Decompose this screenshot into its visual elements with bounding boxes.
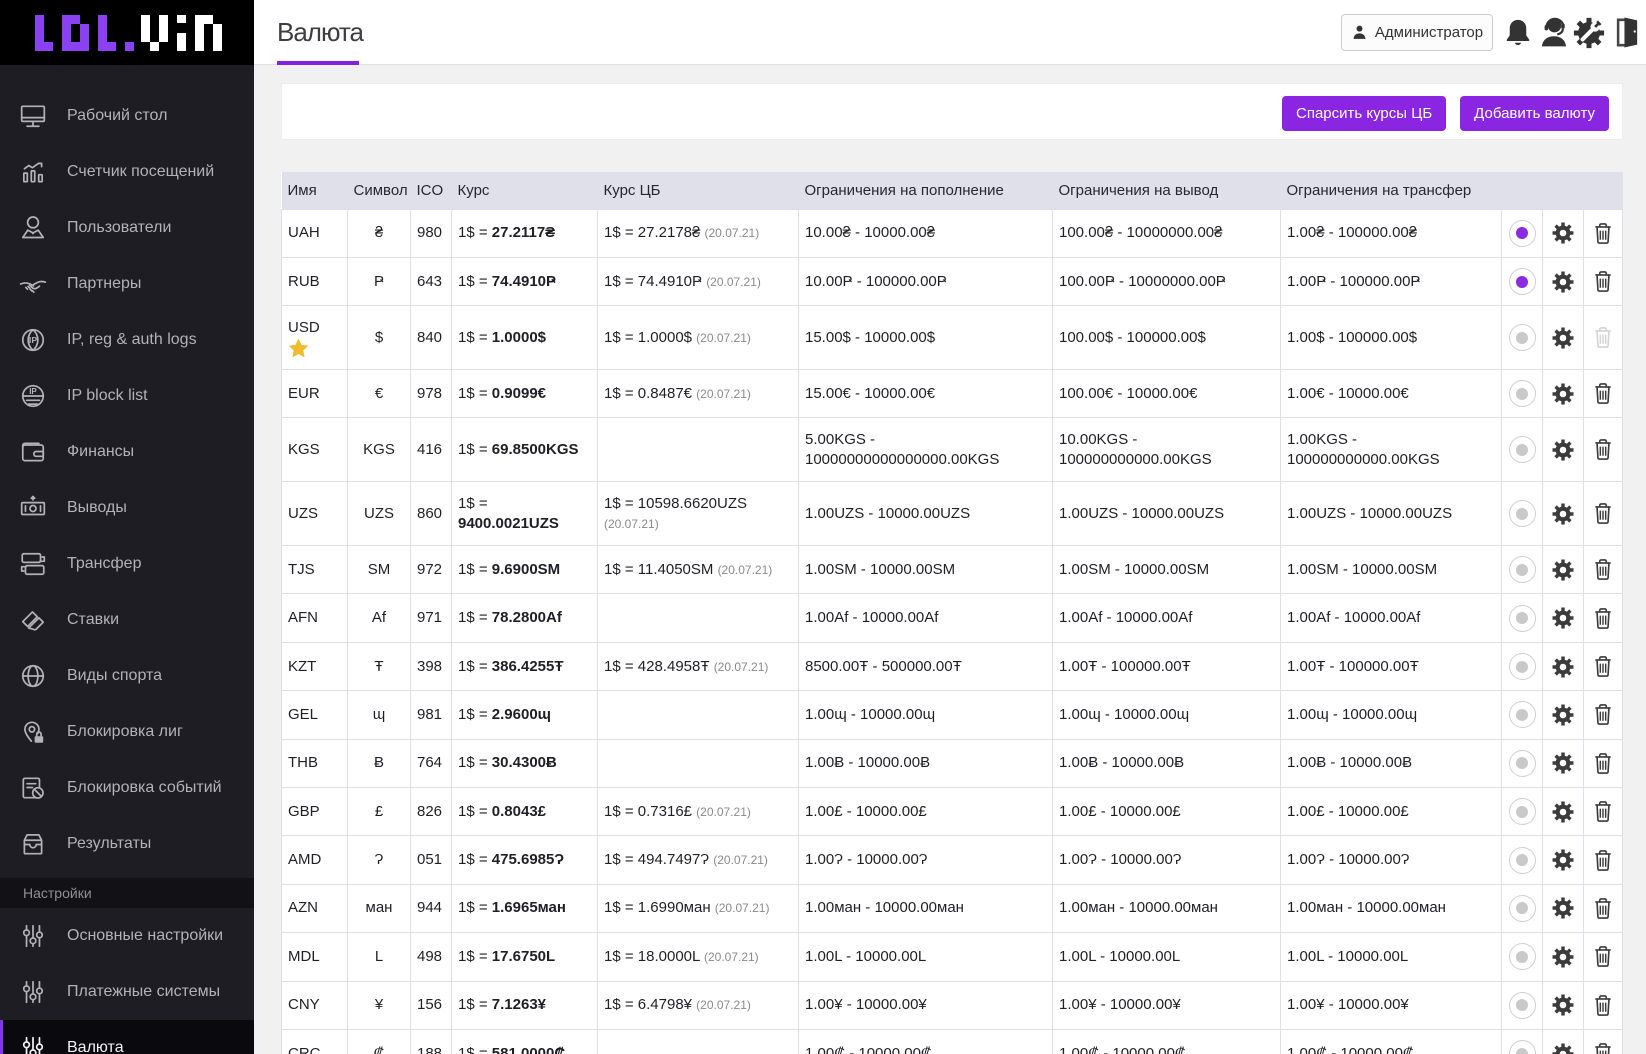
svg-text:IP: IP	[29, 335, 37, 345]
svg-text:IP: IP	[29, 387, 37, 396]
